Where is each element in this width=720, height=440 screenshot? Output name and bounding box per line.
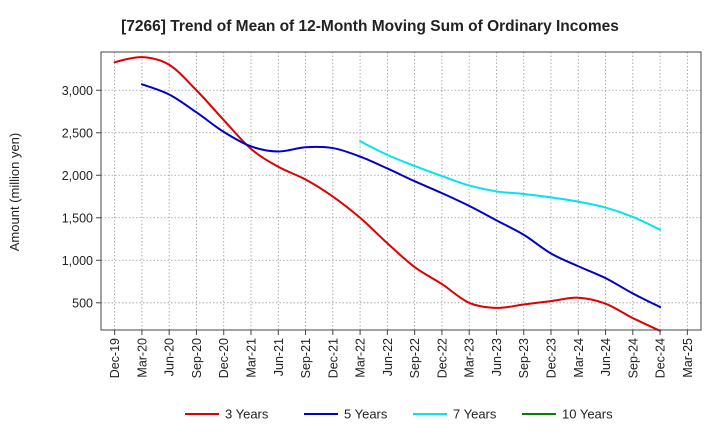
grid <box>101 52 701 330</box>
x-tick-label: Sep-21 <box>299 338 313 378</box>
x-tick-label: Dec-19 <box>108 338 122 378</box>
series-line-7-years <box>359 140 662 231</box>
y-tick-label: 3,000 <box>62 84 93 98</box>
y-axis-label: Amount (million yen) <box>7 133 22 252</box>
x-tick-label: Dec-21 <box>326 338 340 378</box>
x-tick-label: Mar-25 <box>681 338 695 378</box>
legend-item-3-years: 3 Years <box>185 407 269 422</box>
x-tick-label: Sep-23 <box>517 338 531 378</box>
y-tick-label: 500 <box>72 296 93 310</box>
x-tick-label: Dec-20 <box>217 338 231 378</box>
legend-item-7-years: 7 Years <box>413 407 497 422</box>
x-tick-label: Jun-22 <box>381 338 395 376</box>
y-axis-ticks: 500 1,000 1,500 2,000 2,500 3,000 <box>62 84 101 310</box>
legend-item-10-years: 10 Years <box>522 407 613 422</box>
x-tick-label: Mar-23 <box>463 338 477 378</box>
chart-title: [7266] Trend of Mean of 12-Month Moving … <box>121 18 619 35</box>
legend-label: 5 Years <box>344 407 388 422</box>
x-tick-label: Sep-22 <box>408 338 422 378</box>
x-tick-label: Jun-23 <box>490 338 504 376</box>
x-tick-label: Mar-21 <box>245 338 259 378</box>
series-line-5-years <box>140 83 662 309</box>
x-tick-label: Dec-22 <box>435 338 449 378</box>
x-tick-label: Dec-23 <box>545 338 559 378</box>
x-tick-label: Dec-24 <box>654 338 668 378</box>
series-line-3-years <box>113 56 662 332</box>
x-tick-label: Jun-20 <box>163 338 177 376</box>
y-tick-label: 2,000 <box>62 169 93 183</box>
legend: 3 Years 5 Years 7 Years 10 Years <box>185 407 613 422</box>
legend-item-5-years: 5 Years <box>304 407 388 422</box>
plot-frame <box>100 51 702 331</box>
legend-label: 7 Years <box>453 407 497 422</box>
legend-label: 10 Years <box>562 407 613 422</box>
x-tick-label: Sep-24 <box>626 338 640 378</box>
x-tick-label: Mar-20 <box>135 338 149 378</box>
legend-label: 3 Years <box>225 407 269 422</box>
x-tick-label: Jun-21 <box>272 338 286 376</box>
y-tick-label: 2,500 <box>62 126 93 140</box>
y-tick-label: 1,500 <box>62 211 93 225</box>
y-tick-label: 1,000 <box>62 254 93 268</box>
x-tick-label: Mar-24 <box>572 338 586 378</box>
x-tick-label: Sep-20 <box>190 338 204 378</box>
x-tick-label: Mar-22 <box>354 338 368 378</box>
x-axis-ticks: Dec-19 Mar-20 Jun-20 Sep-20 Dec-20 Mar-21 Jun-… <box>108 330 695 378</box>
series-lines <box>113 56 662 332</box>
x-tick-label: Jun-24 <box>599 338 613 376</box>
